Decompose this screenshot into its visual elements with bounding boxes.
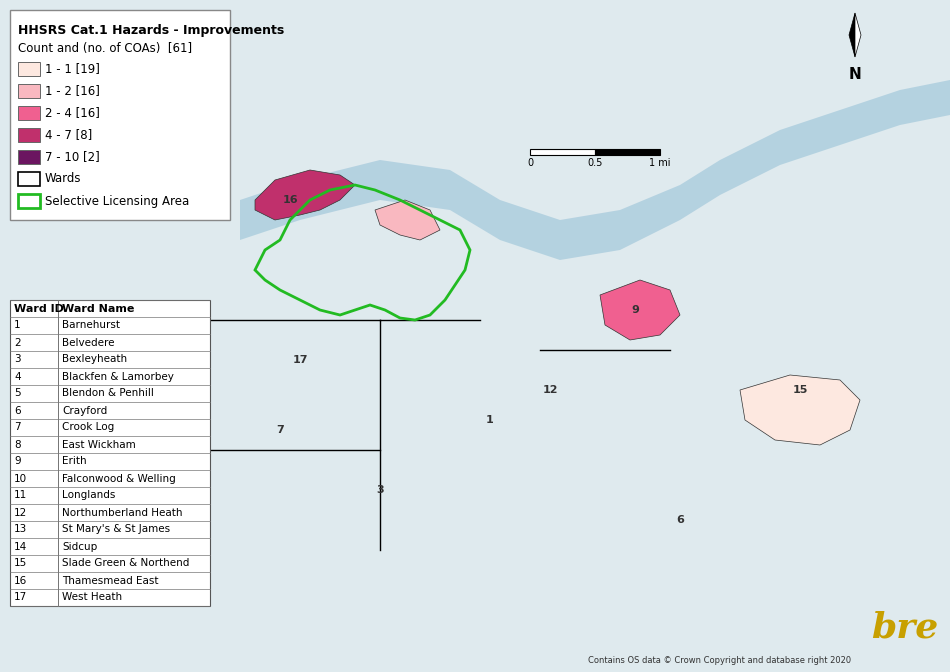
Text: 9: 9 — [631, 305, 639, 315]
Text: Crayford: Crayford — [62, 405, 107, 415]
Bar — [18, 84, 40, 98]
Text: 2 - 4 [16]: 2 - 4 [16] — [45, 106, 100, 120]
Bar — [18, 128, 40, 142]
Text: 1: 1 — [14, 321, 21, 331]
Bar — [530, 149, 595, 155]
Text: Falconwood & Welling: Falconwood & Welling — [62, 474, 176, 483]
Text: 4 - 7 [8]: 4 - 7 [8] — [45, 128, 92, 142]
Text: 5: 5 — [14, 388, 21, 398]
Text: 0.5: 0.5 — [587, 158, 602, 168]
Text: N: N — [848, 67, 862, 82]
Text: 2: 2 — [14, 337, 21, 347]
Text: 12: 12 — [542, 385, 558, 395]
Bar — [18, 62, 40, 76]
Text: 17: 17 — [293, 355, 308, 365]
Text: Blendon & Penhill: Blendon & Penhill — [62, 388, 154, 398]
Text: bre: bre — [871, 611, 939, 645]
Text: Slade Green & Northend: Slade Green & Northend — [62, 558, 189, 569]
Polygon shape — [375, 200, 440, 240]
Text: Erith: Erith — [62, 456, 86, 466]
Text: 15: 15 — [14, 558, 28, 569]
Text: 14: 14 — [14, 542, 28, 552]
Text: East Wickham: East Wickham — [62, 439, 136, 450]
Text: 1: 1 — [486, 415, 494, 425]
Text: 1 - 1 [19]: 1 - 1 [19] — [45, 62, 100, 75]
Text: 3: 3 — [376, 485, 384, 495]
Text: 7 - 10 [2]: 7 - 10 [2] — [45, 151, 100, 163]
Text: St Mary's & St James: St Mary's & St James — [62, 525, 170, 534]
Polygon shape — [855, 13, 861, 57]
Text: Barnehurst: Barnehurst — [62, 321, 120, 331]
Text: 7: 7 — [276, 425, 284, 435]
Text: Bexleyheath: Bexleyheath — [62, 355, 127, 364]
Bar — [18, 172, 40, 186]
Bar — [18, 150, 40, 164]
Text: 1 - 2 [16]: 1 - 2 [16] — [45, 85, 100, 97]
Text: 10: 10 — [14, 474, 28, 483]
FancyBboxPatch shape — [10, 10, 230, 220]
Polygon shape — [600, 280, 680, 340]
Text: 3: 3 — [14, 355, 21, 364]
Polygon shape — [255, 170, 355, 220]
Polygon shape — [849, 13, 855, 57]
Text: Ward ID: Ward ID — [14, 304, 64, 314]
Text: Wards: Wards — [45, 173, 82, 185]
Text: 11: 11 — [14, 491, 28, 501]
Text: Selective Licensing Area: Selective Licensing Area — [45, 194, 189, 208]
Text: 4: 4 — [14, 372, 21, 382]
Text: 8: 8 — [14, 439, 21, 450]
Text: 6: 6 — [676, 515, 684, 525]
Bar — [18, 194, 40, 208]
Text: 12: 12 — [14, 507, 28, 517]
Bar — [595, 149, 660, 155]
Text: 0: 0 — [527, 158, 533, 168]
Text: 17: 17 — [14, 593, 28, 603]
Text: 16: 16 — [14, 575, 28, 585]
Polygon shape — [740, 375, 860, 445]
Text: Count and (no. of COAs)  [61]: Count and (no. of COAs) [61] — [18, 42, 192, 55]
Text: Belvedere: Belvedere — [62, 337, 115, 347]
Bar — [18, 106, 40, 120]
Text: 9: 9 — [14, 456, 21, 466]
Text: Longlands: Longlands — [62, 491, 115, 501]
Text: 16: 16 — [282, 195, 297, 205]
Text: 15: 15 — [792, 385, 808, 395]
Text: HHSRS Cat.1 Hazards - Improvements: HHSRS Cat.1 Hazards - Improvements — [18, 24, 284, 37]
Bar — [10, 300, 210, 606]
Polygon shape — [240, 80, 950, 260]
Text: 6: 6 — [14, 405, 21, 415]
Text: 7: 7 — [14, 423, 21, 433]
Text: Ward Name: Ward Name — [62, 304, 134, 314]
Text: Blackfen & Lamorbey: Blackfen & Lamorbey — [62, 372, 174, 382]
Text: 1 mi: 1 mi — [649, 158, 671, 168]
Text: West Heath: West Heath — [62, 593, 123, 603]
Text: Northumberland Heath: Northumberland Heath — [62, 507, 182, 517]
Text: Thamesmead East: Thamesmead East — [62, 575, 159, 585]
Text: 13: 13 — [14, 525, 28, 534]
Text: Sidcup: Sidcup — [62, 542, 97, 552]
Text: Crook Log: Crook Log — [62, 423, 114, 433]
Text: Contains OS data © Crown Copyright and database right 2020: Contains OS data © Crown Copyright and d… — [588, 656, 851, 665]
